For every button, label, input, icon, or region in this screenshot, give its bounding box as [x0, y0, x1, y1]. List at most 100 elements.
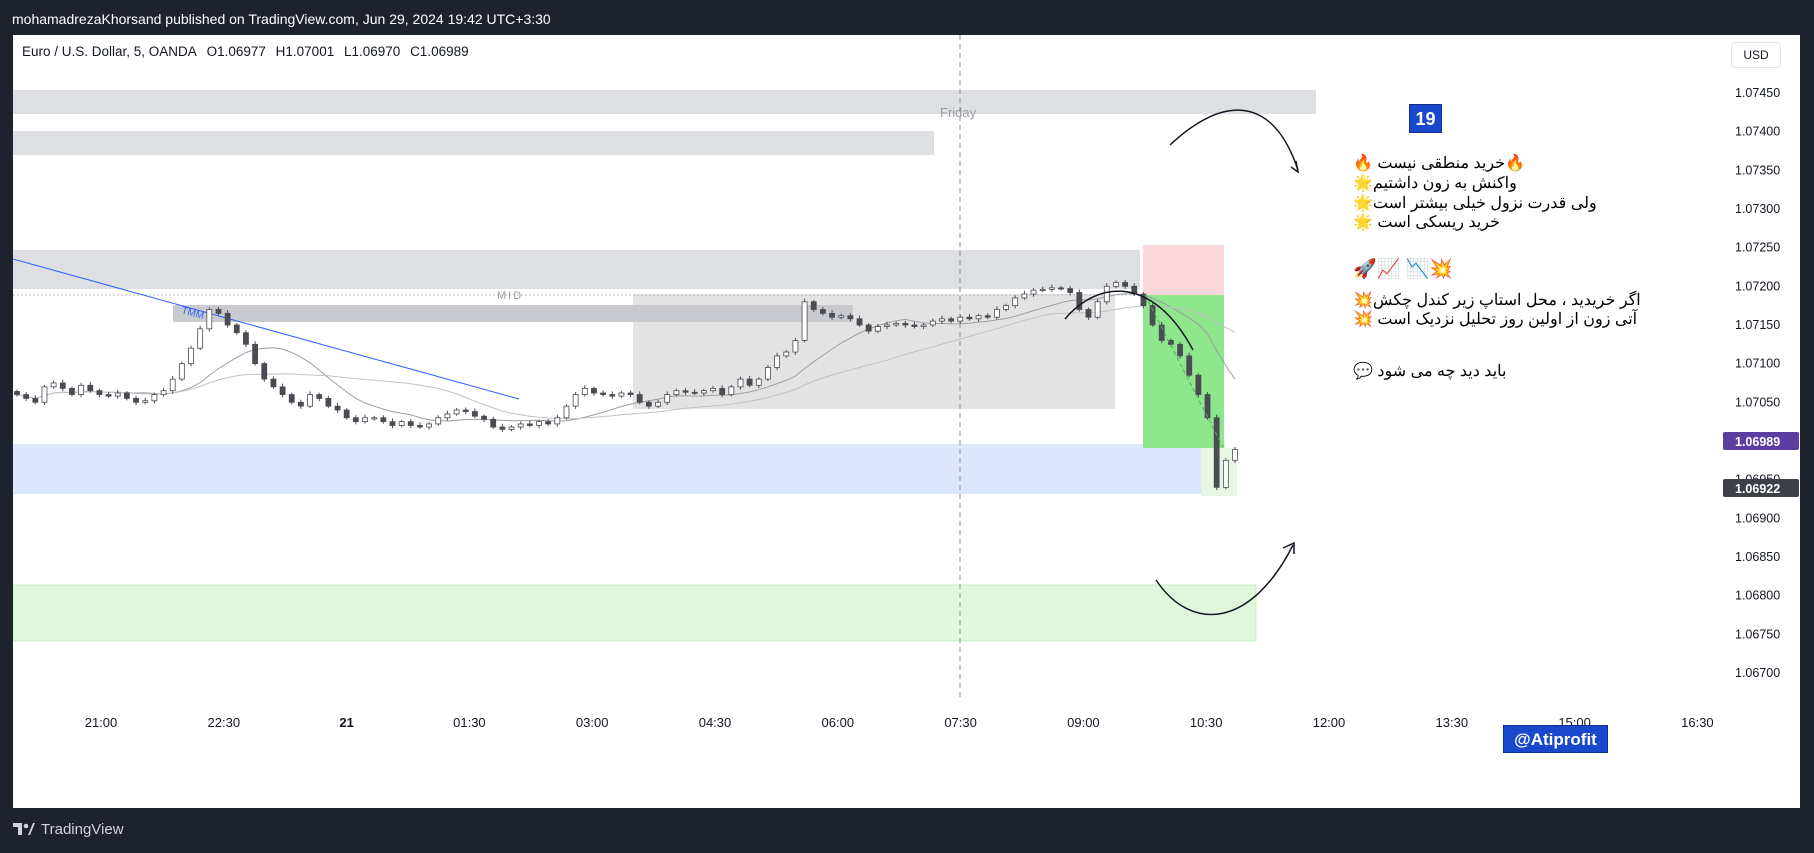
marked-price-badge: 1.06922: [1723, 479, 1799, 497]
slow-moving-average: [16, 305, 1236, 420]
candle-body: [1186, 355, 1193, 376]
candle-body: [371, 417, 378, 420]
candle: [645, 400, 652, 409]
candle-body: [1103, 285, 1110, 303]
candle: [526, 420, 533, 428]
candle-body: [316, 394, 323, 399]
candle-body: [691, 391, 698, 394]
candle: [847, 313, 854, 322]
candle: [801, 298, 808, 343]
candle-body: [1232, 449, 1238, 461]
candle-body: [1030, 289, 1037, 295]
candle-body: [1076, 292, 1083, 310]
candle: [591, 386, 597, 396]
bottom-arc-arrowhead: [1282, 541, 1295, 554]
candle-body: [178, 363, 185, 380]
currency-button[interactable]: USD: [1731, 42, 1781, 68]
y-tick-label: 1.06700: [1735, 666, 1780, 680]
note-line-5: اگر خریدید ، محل استاپ زیر کندل چکش💥: [1353, 292, 1641, 309]
candle: [929, 318, 936, 327]
x-tick-label: 04:30: [699, 715, 732, 730]
last-price-badge: 1.06989: [1723, 432, 1799, 450]
candle: [1158, 321, 1165, 344]
y-tick-label: 1.07450: [1735, 86, 1780, 100]
y-tick-label: 1.07300: [1735, 202, 1780, 216]
candle-body: [444, 413, 451, 419]
candle-body: [920, 324, 927, 327]
open-value: O1.06977: [206, 44, 266, 59]
moving-averages: [16, 293, 1236, 422]
x-tick-label: 10:30: [1190, 715, 1223, 730]
candle-body: [69, 387, 75, 395]
candle-body: [389, 421, 396, 426]
candle-body: [41, 386, 48, 403]
candle: [188, 345, 194, 367]
chart-area[interactable]: Friday MID TMM 1.075001.074501.074001.07…: [12, 35, 1800, 808]
candle: [554, 414, 561, 427]
candle: [114, 389, 121, 399]
candle-body: [1058, 287, 1064, 290]
marked-price-label: 1.06922: [1735, 482, 1780, 496]
candle: [975, 313, 982, 322]
candle: [838, 313, 845, 320]
candle-body: [774, 355, 781, 368]
candle: [755, 377, 762, 388]
candle-body: [188, 347, 194, 365]
supply-zone-second: [13, 131, 934, 155]
candle: [160, 388, 167, 397]
candle: [14, 389, 20, 397]
candle-body: [957, 316, 964, 322]
candle: [517, 421, 524, 430]
candle: [737, 376, 744, 390]
candle: [783, 350, 790, 358]
candle: [884, 321, 890, 330]
candle: [398, 419, 405, 428]
candle-body: [206, 309, 213, 330]
candle: [23, 392, 30, 402]
candle-body: [636, 394, 643, 403]
candle: [1113, 280, 1119, 289]
candle: [307, 391, 313, 409]
candle: [279, 383, 286, 398]
candle-body: [426, 423, 433, 428]
candle: [1149, 303, 1156, 327]
candle-body: [847, 315, 854, 320]
candle-body: [1122, 282, 1129, 287]
candle-body: [123, 392, 130, 399]
candle: [426, 422, 433, 430]
candle-body: [581, 387, 588, 395]
candle-body: [151, 394, 158, 402]
candle: [1213, 414, 1220, 491]
candle-body: [719, 387, 726, 395]
candle: [1058, 285, 1064, 291]
candle-body: [380, 417, 387, 423]
candle: [499, 423, 506, 433]
candle: [1039, 286, 1046, 293]
candle: [243, 330, 249, 348]
candle: [270, 376, 277, 389]
candle-body: [325, 398, 332, 407]
candle: [206, 307, 213, 332]
candle-body: [215, 309, 222, 314]
symbol-name: Euro / U.S. Dollar, 5, OANDA: [22, 44, 197, 59]
candle-body: [600, 392, 607, 395]
candle: [151, 392, 158, 404]
price-axis: 1.075001.074501.074001.073501.073001.072…: [1735, 47, 1780, 680]
candle: [371, 415, 378, 421]
price-chart[interactable]: Friday MID TMM 1.075001.074501.074001.07…: [12, 35, 1800, 808]
candle-body: [819, 309, 826, 314]
tradingview-logo[interactable]: TradingView: [13, 821, 124, 838]
candle-body: [1003, 305, 1009, 310]
candle-body: [536, 421, 542, 426]
mid-label: MID: [497, 290, 523, 302]
candle: [957, 314, 964, 324]
candle: [545, 419, 552, 426]
candle: [700, 388, 707, 396]
candle: [939, 315, 945, 324]
candle: [316, 392, 323, 402]
candle: [765, 364, 771, 382]
candle: [1177, 341, 1183, 359]
candle-body: [700, 390, 707, 394]
candle-body: [838, 315, 845, 318]
note-line-2: واکنش به زون داشتیم🌟: [1353, 175, 1517, 192]
